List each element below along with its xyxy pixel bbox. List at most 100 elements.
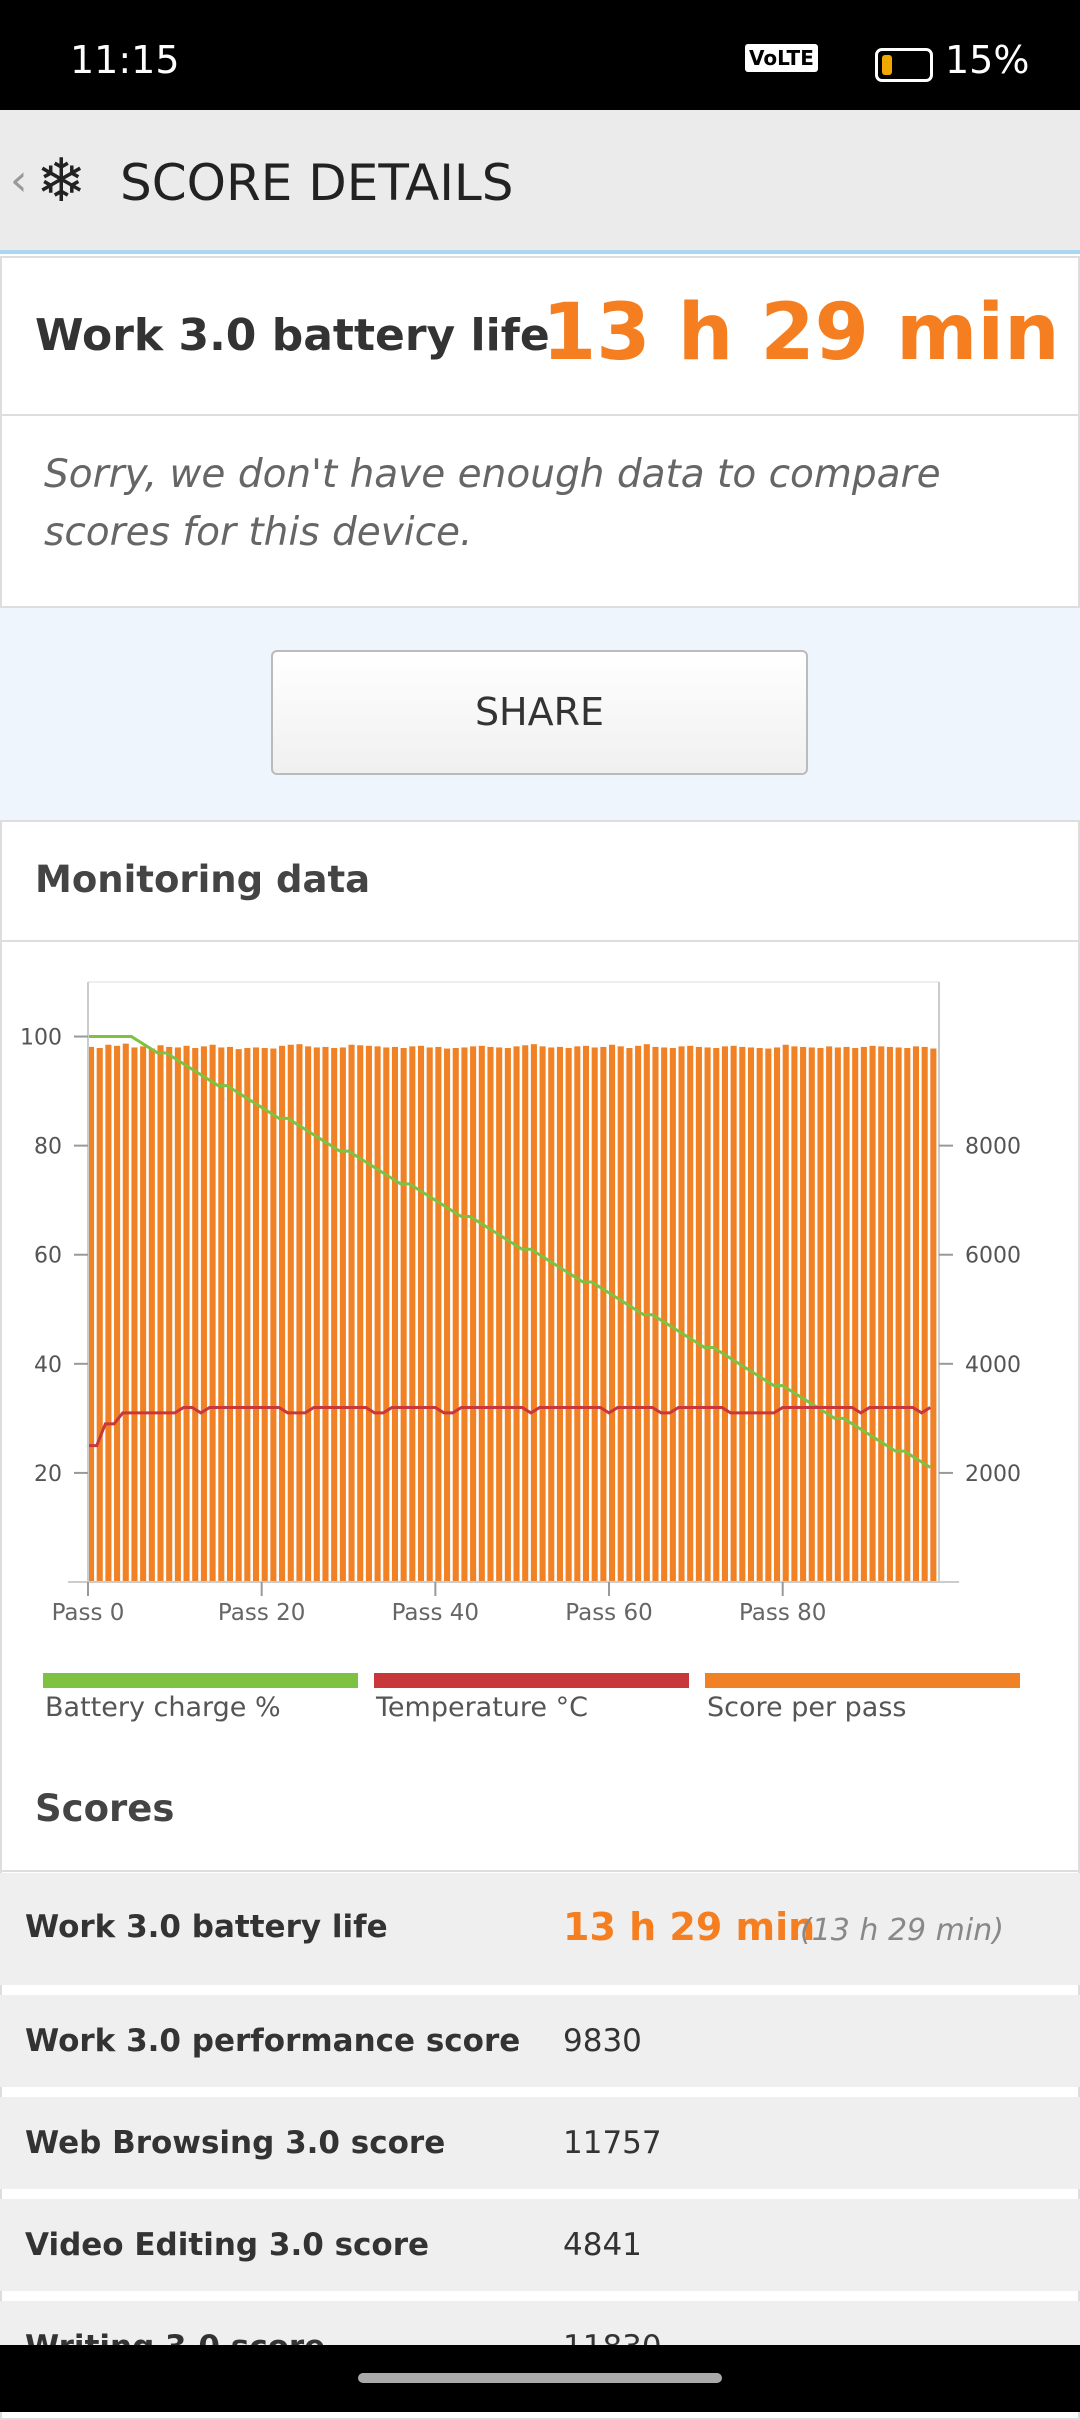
divider: [2, 414, 1080, 416]
score-row: Work 3.0 battery life 13 h 29 min (13 h …: [0, 1873, 1080, 1985]
score-bar: [88, 1046, 95, 1582]
score-bar: [287, 1044, 294, 1582]
score-bar: [157, 1045, 164, 1582]
score-bar: [730, 1045, 737, 1582]
score-row: Video Editing 3.0 score 4841: [0, 2199, 1080, 2291]
battery-level: 15%: [945, 38, 1030, 82]
app-header: ‹ ❄ SCORE DETAILS: [0, 110, 1080, 254]
score-bar: [530, 1044, 537, 1582]
status-bar: 11:15 VoLTE 15%: [0, 0, 1080, 110]
score-bar: [895, 1047, 902, 1582]
score-bar: [313, 1047, 320, 1582]
score-bar: [331, 1048, 338, 1582]
score-bar: [218, 1047, 225, 1582]
summary-value: 13 h 29 min: [542, 288, 1060, 378]
score-bar: [713, 1048, 720, 1582]
x-tick-label: Pass 60: [565, 1600, 652, 1626]
battery-icon: [875, 48, 933, 82]
x-tick-label: Pass 40: [392, 1600, 479, 1626]
score-bar: [96, 1048, 103, 1582]
score-bar: [252, 1047, 260, 1582]
score-bar: [140, 1046, 147, 1582]
score-bar: [174, 1047, 181, 1582]
y2-tick-label: 2000: [965, 1462, 1021, 1487]
score-bar: [357, 1045, 364, 1582]
y-tick-label: 40: [34, 1353, 62, 1378]
y-tick-label: 60: [34, 1244, 62, 1269]
score-bar: [826, 1046, 833, 1582]
score-bar: [756, 1048, 763, 1582]
volte-icon: VoLTE: [745, 44, 818, 72]
score-bar: [192, 1048, 199, 1582]
score-label: Video Editing 3.0 score: [25, 2227, 430, 2263]
score-bar: [452, 1048, 459, 1582]
monitoring-title: Monitoring data: [35, 858, 371, 901]
share-button[interactable]: SHARE: [271, 650, 808, 775]
score-bar: [513, 1046, 520, 1582]
score-bar: [582, 1045, 590, 1582]
score-bar: [470, 1046, 477, 1582]
score-bar: [504, 1048, 511, 1582]
y-tick-label: 100: [20, 1026, 62, 1051]
legend-swatch: [43, 1673, 358, 1688]
score-bar: [556, 1046, 563, 1582]
divider: [2, 940, 1080, 942]
score-bar: [600, 1046, 607, 1582]
score-bar: [365, 1045, 372, 1582]
score-label: Work 3.0 battery life: [25, 1909, 388, 1945]
score-bar: [661, 1047, 668, 1582]
y2-tick-label: 6000: [965, 1244, 1021, 1269]
legend-label: Temperature °C: [375, 1692, 588, 1723]
legend-label: Battery charge %: [45, 1692, 281, 1723]
score-bar: [339, 1047, 346, 1582]
app-icon: ❄: [36, 146, 87, 216]
score-bar: [305, 1046, 312, 1582]
clock: 11:15: [70, 38, 180, 82]
score-bar: [904, 1048, 911, 1582]
score-bar: [878, 1046, 885, 1582]
score-bar: [817, 1048, 824, 1582]
score-bar: [417, 1045, 425, 1582]
series-line: [88, 1405, 932, 1448]
divider: [2, 1870, 1080, 1872]
score-bar: [739, 1046, 746, 1582]
x-tick-label: Pass 20: [218, 1600, 305, 1626]
home-handle[interactable]: [358, 2373, 722, 2383]
score-bar: [487, 1046, 494, 1582]
score-bar: [261, 1048, 268, 1582]
score-bar: [852, 1048, 859, 1582]
score-value: 11757: [563, 2125, 662, 2161]
score-value: 4841: [563, 2227, 642, 2263]
score-bar: [105, 1044, 112, 1582]
score-bar: [565, 1048, 572, 1582]
score-bar: [383, 1047, 390, 1582]
x-tick-label: Pass 0: [52, 1600, 125, 1626]
summary-card: Work 3.0 battery life 13 h 29 min Sorry,…: [0, 256, 1080, 608]
score-bar: [200, 1046, 207, 1582]
score-bar: [669, 1048, 676, 1582]
score-bar: [869, 1045, 876, 1582]
y-tick-label: 80: [34, 1135, 62, 1160]
score-bar: [122, 1043, 129, 1582]
legend-label: Score per pass: [707, 1692, 906, 1723]
back-button[interactable]: ‹: [10, 155, 28, 206]
score-bar: [114, 1045, 121, 1582]
score-bar: [721, 1046, 728, 1582]
score-bar: [209, 1044, 216, 1582]
score-bar: [391, 1046, 399, 1582]
score-bar: [574, 1046, 581, 1582]
nav-bar: [0, 2345, 1080, 2412]
score-bar: [774, 1047, 781, 1582]
score-value: 9830: [563, 2023, 642, 2059]
score-bar: [435, 1046, 442, 1582]
score-bar: [747, 1047, 755, 1582]
score-bar: [834, 1047, 841, 1582]
score-label: Work 3.0 performance score: [25, 2023, 521, 2059]
score-bar: [704, 1047, 711, 1582]
score-bar: [522, 1045, 529, 1582]
score-detail: (13 h 29 min): [800, 1913, 1004, 1948]
score-bar: [695, 1046, 702, 1582]
score-bar: [782, 1044, 789, 1582]
score-bar: [591, 1047, 598, 1582]
